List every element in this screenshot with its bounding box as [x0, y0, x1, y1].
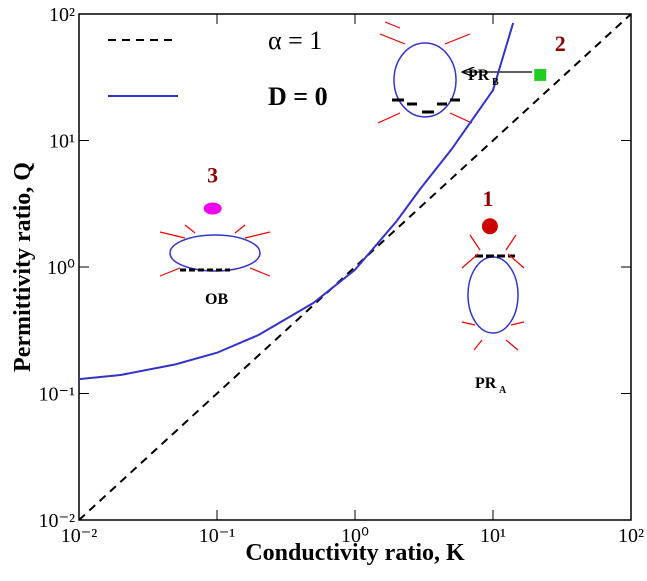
marker	[203, 202, 222, 215]
marker	[534, 68, 547, 81]
x-axis-label: Conductivity ratio, K	[245, 540, 465, 566]
point-label: 2	[555, 31, 566, 56]
legend-label: α = 1	[268, 26, 322, 55]
x-tick-label: 10²	[618, 525, 644, 547]
marker	[481, 218, 498, 235]
y-tick-label: 10⁻¹	[38, 384, 75, 406]
y-tick-label: 10⁻²	[38, 510, 75, 532]
y-axis-label: Permittivity ratio, Q	[10, 162, 36, 372]
annotation: OB	[205, 291, 228, 308]
annotation: PR	[475, 375, 497, 392]
x-tick-label: 10⁻¹	[199, 525, 236, 547]
annotation-sub: B	[492, 77, 499, 88]
y-tick-label: 10¹	[49, 131, 75, 153]
droplet-sketches: + + + + + + + +++++++ ++++++	[159, 21, 532, 351]
y-tick-label: 10²	[49, 4, 75, 26]
series-line	[79, 14, 631, 520]
annotation-sub: A	[499, 385, 507, 396]
x-tick-label: 10⁰	[341, 525, 369, 547]
y-tick-label: 10⁰	[47, 257, 75, 279]
svg-text:+ + + + +: + + + + +	[391, 28, 460, 48]
x-tick-label: 10¹	[480, 525, 506, 547]
point-label: 3	[207, 163, 218, 188]
annotation: PR	[468, 67, 490, 84]
x-tick-label: 10⁻²	[61, 525, 98, 547]
svg-text:+++++++: +++++++	[187, 225, 242, 240]
series-line	[79, 22, 515, 381]
legend-label: D = 0	[268, 82, 328, 111]
point-label: 1	[482, 186, 493, 211]
plot-area	[79, 14, 631, 520]
